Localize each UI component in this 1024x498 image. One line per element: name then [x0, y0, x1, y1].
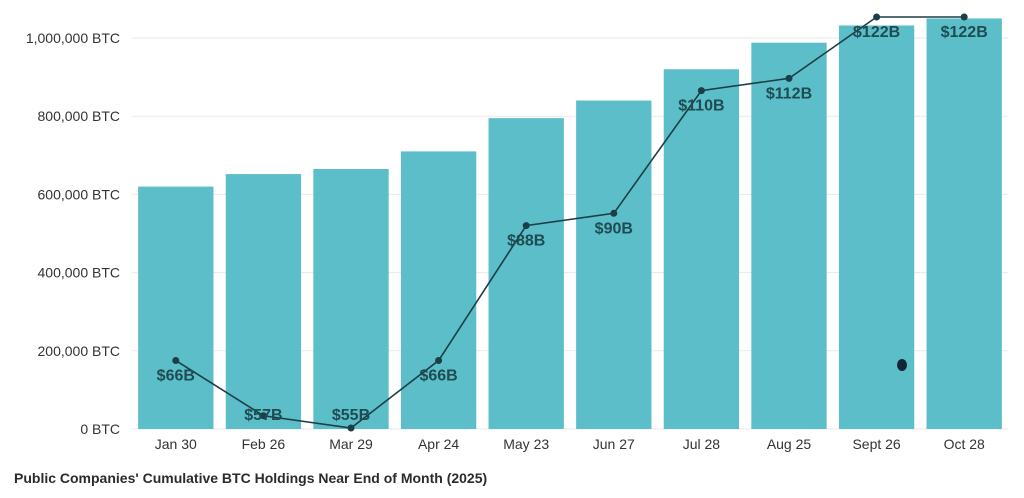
line-point: [435, 357, 443, 365]
stray-dot-marker: [897, 359, 907, 371]
y-tick-label: 800,000 BTC: [38, 108, 121, 124]
bar: [138, 186, 214, 429]
line-point: [960, 13, 968, 21]
x-tick-label: May 23: [503, 436, 549, 452]
x-tick-label: Aug 25: [767, 436, 812, 452]
line-point: [697, 87, 705, 95]
data-label: $66B: [419, 368, 457, 385]
x-tick-label: Jan 30: [155, 436, 197, 452]
bar: [926, 18, 1002, 429]
data-label: $57B: [244, 407, 282, 424]
chart-title: Public Companies' Cumulative BTC Holding…: [14, 470, 488, 486]
x-tick-label: Apr 24: [418, 436, 459, 452]
x-tick-label: Jun 27: [593, 436, 635, 452]
x-tick-label: Jul 28: [683, 436, 721, 452]
x-tick-label: Feb 26: [242, 436, 286, 452]
y-tick-label: 1,000,000 BTC: [26, 30, 120, 46]
data-label: $112B: [766, 85, 812, 102]
line-point: [172, 357, 180, 365]
x-tick-label: Sept 26: [852, 436, 900, 452]
bar: [225, 174, 302, 429]
y-tick-label: 600,000 BTC: [38, 186, 121, 202]
line-point: [610, 209, 618, 217]
line-point: [873, 13, 881, 21]
data-label: $55B: [332, 407, 370, 424]
value-line-series: $66B $57B $55B $66B $88B $90B $110B $112B $122B $…: [157, 13, 988, 432]
data-label: $88B: [507, 233, 545, 250]
line-point: [347, 424, 355, 432]
bar-series: [138, 18, 1002, 430]
line-point: [522, 222, 530, 230]
data-label: $122B: [941, 24, 988, 41]
data-label: $110B: [678, 98, 724, 115]
data-label: $66B: [157, 368, 195, 385]
data-label: $122B: [853, 24, 900, 41]
line-point: [785, 74, 793, 82]
y-axis: 0 BTC 200,000 BTC 400,000 BTC 600,000 BTC 80…: [26, 30, 120, 437]
line-point: [259, 412, 267, 420]
bar: [663, 69, 740, 429]
x-axis: Jan 30 Feb 26 Mar 29 Apr 24 May 23 Jun 27 Jul …: [155, 436, 985, 452]
data-label: $90B: [595, 220, 633, 237]
bar: [576, 100, 652, 429]
bar: [751, 42, 827, 429]
bar: [313, 168, 389, 430]
value-line: [175, 16, 965, 429]
bar: [400, 151, 477, 429]
x-tick-label: Mar 29: [329, 436, 373, 452]
y-tick-label: 400,000 BTC: [38, 265, 121, 281]
x-tick-label: Oct 28: [944, 436, 985, 452]
y-tick-label: 0 BTC: [80, 421, 120, 437]
y-tick-label: 200,000 BTC: [38, 343, 121, 359]
bar: [488, 118, 564, 429]
